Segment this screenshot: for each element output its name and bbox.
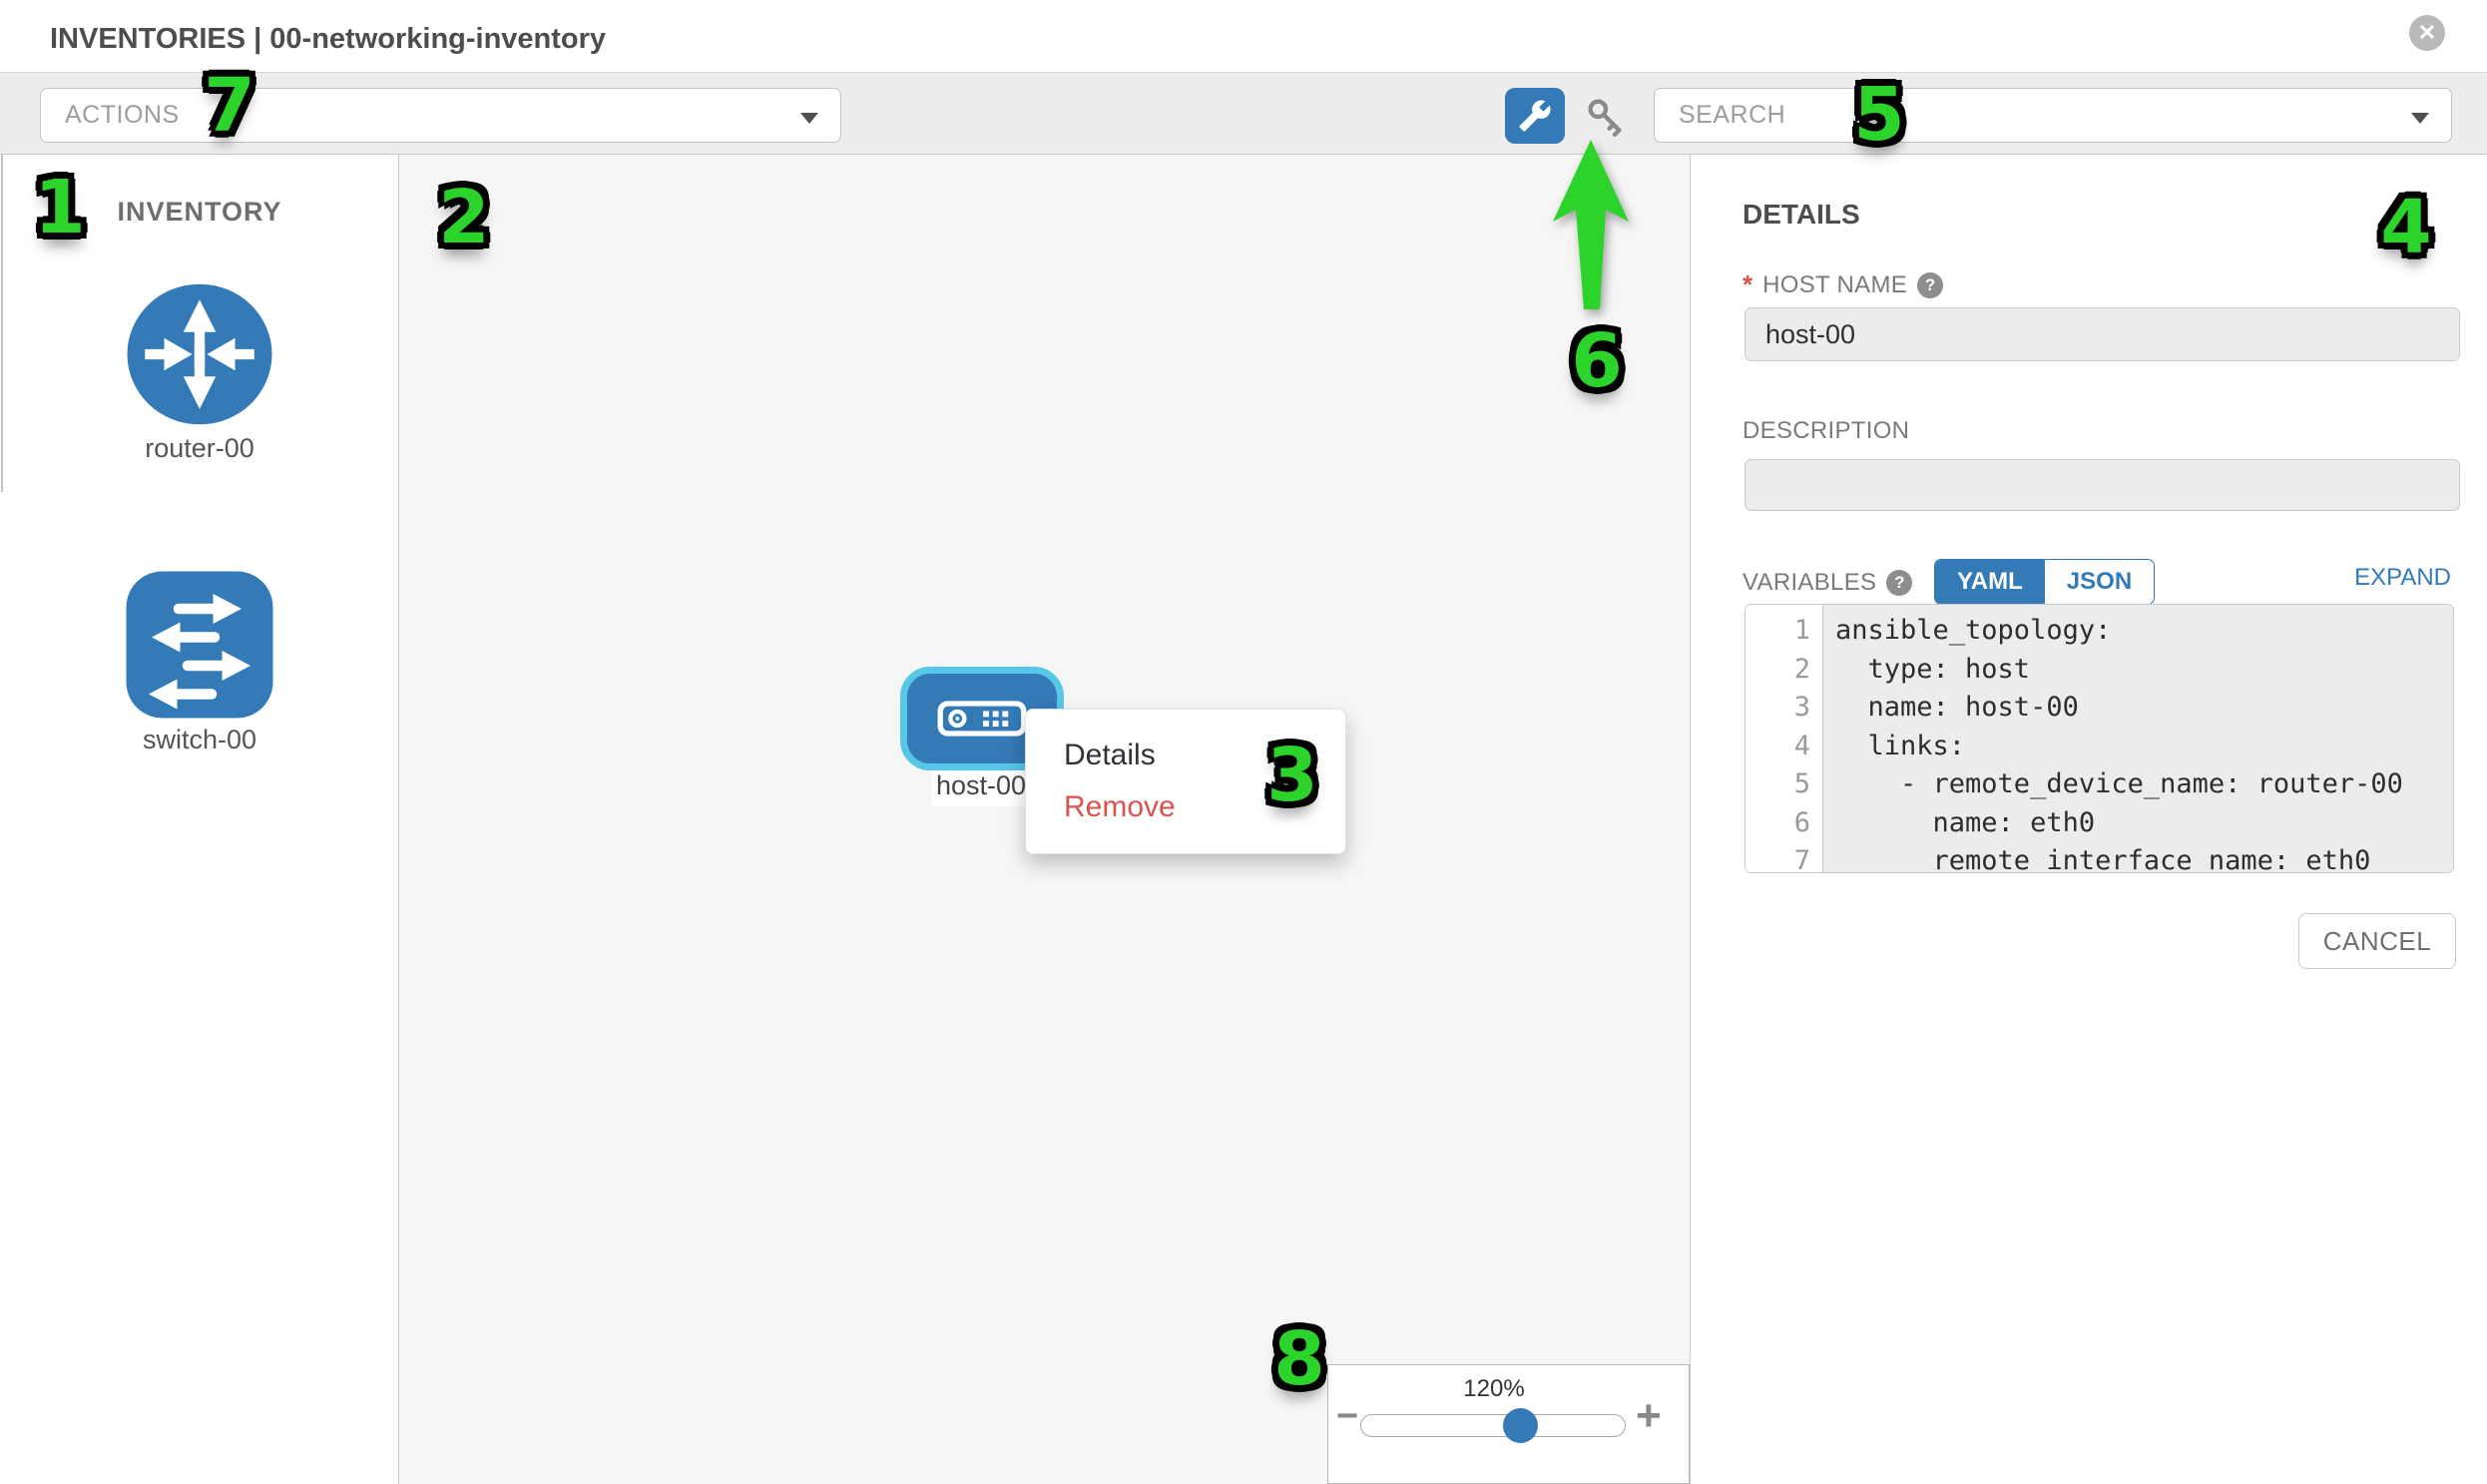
- wrench-icon: [1519, 100, 1551, 132]
- help-icon[interactable]: ?: [1886, 570, 1913, 596]
- description-input[interactable]: [1744, 459, 2460, 511]
- actions-dropdown-label: ACTIONS: [65, 101, 180, 129]
- host-name-input[interactable]: [1744, 307, 2460, 361]
- line-number: 3: [1793, 692, 1810, 723]
- variables-format-toggle: YAML JSON: [1934, 559, 2156, 605]
- line-number: 1: [1793, 615, 1810, 646]
- details-panel-title: DETAILS: [1742, 199, 1860, 230]
- host-icon: [937, 701, 1027, 737]
- header: INVENTORIES | 00-networking-inventory ✕: [0, 0, 2487, 72]
- code-line: remote_interface_name: eth0: [1835, 845, 2371, 873]
- details-panel: DETAILS * HOST NAME ? DESCRIPTION VARIAB…: [1690, 155, 2487, 1484]
- chevron-down-icon: [2411, 113, 2429, 124]
- palette-node-label: switch-00: [142, 725, 257, 754]
- node-context-menu: Details Remove: [1025, 709, 1346, 854]
- variables-label: VARIABLES: [1742, 569, 1877, 596]
- host-name-label-row: * HOST NAME ?: [1742, 269, 1944, 300]
- code-line-numbers: 1 2 3 4 5 6 7: [1745, 605, 1823, 872]
- panel-edge: [1, 155, 3, 492]
- palette-node-label: router-00: [145, 433, 254, 463]
- help-icon[interactable]: ?: [1917, 271, 1944, 298]
- code-line: type: host: [1835, 653, 2031, 685]
- code-line: links:: [1835, 730, 1966, 761]
- description-label: DESCRIPTION: [1742, 417, 1910, 444]
- palette-node-switch[interactable]: switch-00: [0, 570, 399, 755]
- key-credentials-button[interactable]: [1580, 91, 1632, 143]
- annotation-3: 3: [1266, 733, 1318, 818]
- actions-dropdown[interactable]: ACTIONS: [40, 88, 841, 143]
- annotation-4: 4: [2380, 185, 2432, 270]
- line-number: 7: [1793, 845, 1810, 873]
- palette-node-router[interactable]: router-00: [0, 280, 399, 464]
- annotation-2: 2: [438, 175, 490, 260]
- search-dropdown-label: SEARCH: [1679, 101, 1786, 129]
- expand-link[interactable]: EXPAND: [2354, 564, 2451, 591]
- code-line: ansible_topology:: [1835, 615, 2112, 646]
- annotation-6: 6: [1571, 318, 1623, 404]
- context-menu-item-details[interactable]: Details: [1064, 739, 1156, 771]
- context-menu-item-remove[interactable]: Remove: [1064, 790, 1176, 823]
- zoom-out-button[interactable]: −: [1336, 1395, 1359, 1437]
- host-name-label: HOST NAME: [1762, 270, 1908, 298]
- description-label-row: DESCRIPTION: [1742, 417, 1909, 445]
- variables-code-editor[interactable]: 1 2 3 4 5 6 7 ansible_topology: type: ho…: [1744, 604, 2454, 873]
- line-number: 4: [1793, 730, 1810, 761]
- inventory-palette-sidebar: INVENTORY router-00: [0, 155, 399, 1484]
- code-line: name: eth0: [1835, 806, 2096, 838]
- close-icon[interactable]: ✕: [2409, 15, 2445, 51]
- cancel-button[interactable]: CANCEL: [2298, 913, 2456, 969]
- code-content: ansible_topology: type: host name: host-…: [1823, 605, 2453, 872]
- zoom-slider-track[interactable]: [1360, 1414, 1626, 1437]
- zoom-in-button[interactable]: +: [1636, 1391, 1662, 1440]
- zoom-level-label: 120%: [1463, 1375, 1525, 1402]
- toggle-yaml[interactable]: YAML: [1935, 560, 2045, 604]
- router-icon: [127, 283, 272, 425]
- toolkit-wrench-button[interactable]: [1505, 88, 1565, 144]
- zoom-control: 120% − +: [1327, 1364, 1690, 1484]
- toggle-json[interactable]: JSON: [2044, 560, 2155, 604]
- annotation-arrow-up-icon: [1553, 140, 1629, 309]
- topology-canvas[interactable]: host-00 Details Remove 120% − +: [399, 155, 1690, 1484]
- switch-icon: [126, 571, 273, 719]
- search-dropdown[interactable]: SEARCH: [1654, 88, 2452, 143]
- variables-label-row: VARIABLES ?: [1742, 569, 1913, 597]
- key-icon: [1588, 99, 1622, 138]
- annotation-8: 8: [1273, 1316, 1325, 1402]
- annotation-5: 5: [1853, 72, 1905, 158]
- line-number: 6: [1793, 806, 1810, 838]
- code-line: - remote_device_name: router-00: [1835, 768, 2403, 799]
- annotation-1: 1: [34, 165, 86, 250]
- line-number: 2: [1793, 653, 1810, 685]
- canvas-node-label: host-00: [932, 764, 1030, 806]
- chevron-down-icon: [800, 113, 818, 124]
- page-title: INVENTORIES | 00-networking-inventory: [50, 23, 607, 55]
- required-asterisk: *: [1742, 269, 1753, 299]
- annotation-7: 7: [204, 63, 255, 149]
- zoom-slider-thumb[interactable]: [1503, 1408, 1538, 1443]
- toolbar: ACTIONS SEARCH: [0, 72, 2487, 155]
- inventory-palette-title: INVENTORY: [117, 197, 282, 227]
- code-line: name: host-00: [1835, 692, 2079, 723]
- line-number: 5: [1793, 768, 1810, 799]
